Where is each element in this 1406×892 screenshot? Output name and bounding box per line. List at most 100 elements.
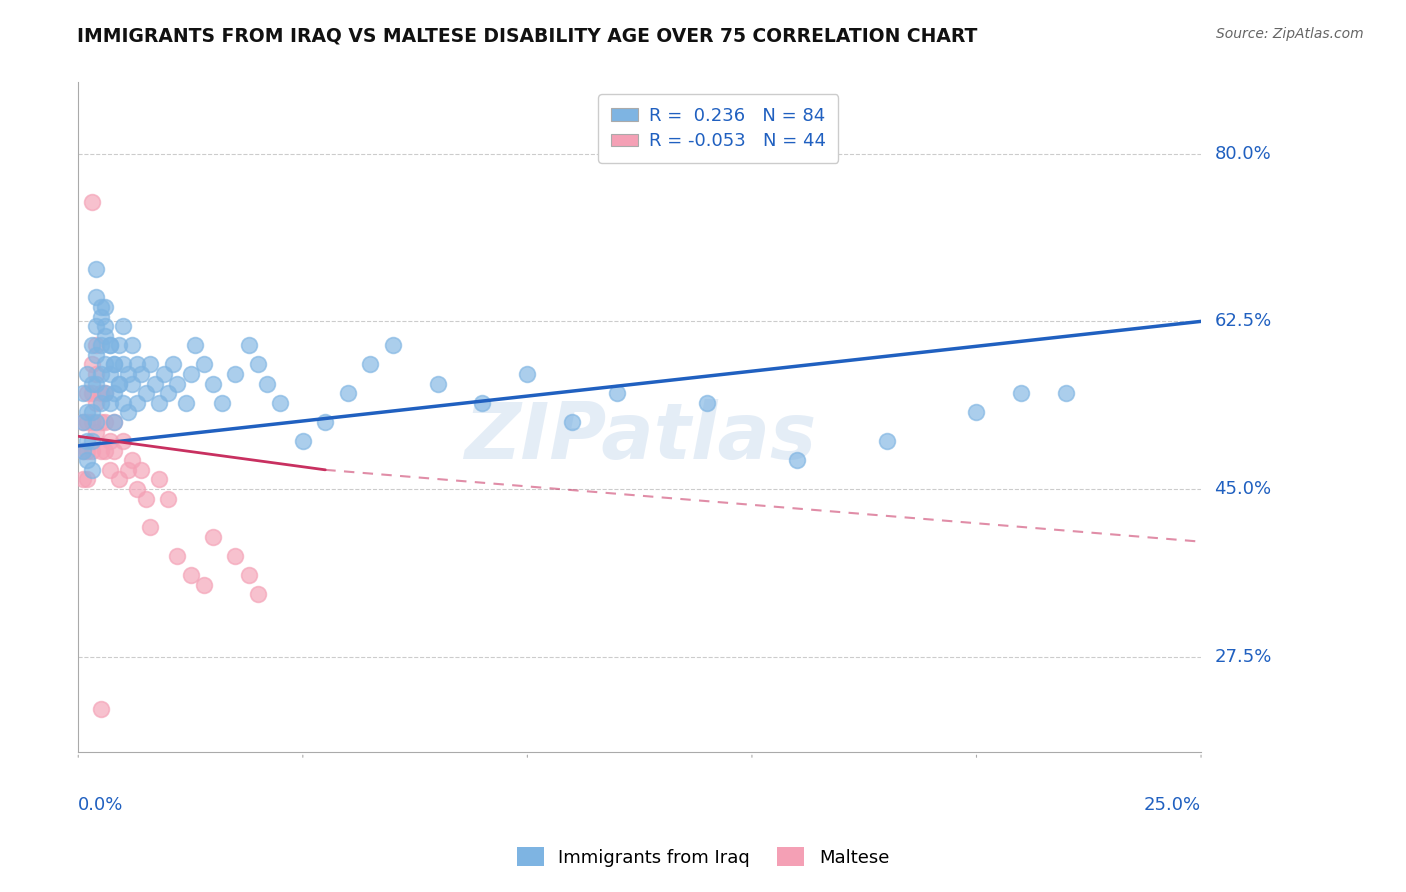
Point xyxy=(246,358,269,372)
Point xyxy=(117,405,139,419)
Point xyxy=(72,415,94,429)
Point xyxy=(80,463,103,477)
Point xyxy=(336,386,359,401)
Point xyxy=(112,396,135,410)
Point xyxy=(125,482,148,496)
Point xyxy=(129,463,152,477)
Point xyxy=(112,434,135,449)
Point xyxy=(696,396,718,410)
Point xyxy=(166,549,188,563)
Point xyxy=(80,194,103,209)
Point xyxy=(80,405,103,419)
Point xyxy=(269,396,291,410)
Point xyxy=(80,358,103,372)
Point xyxy=(139,520,162,534)
Point xyxy=(103,443,125,458)
Point xyxy=(966,405,988,419)
Point xyxy=(224,367,246,381)
Point xyxy=(135,386,157,401)
Point xyxy=(238,338,260,352)
Point xyxy=(98,338,121,352)
Point xyxy=(76,415,98,429)
Point xyxy=(139,358,162,372)
Point xyxy=(72,472,94,486)
Point xyxy=(174,396,197,410)
Text: Source: ZipAtlas.com: Source: ZipAtlas.com xyxy=(1216,27,1364,41)
Point xyxy=(381,338,404,352)
Point xyxy=(94,358,117,372)
Point xyxy=(152,367,174,381)
Point xyxy=(72,415,94,429)
Point xyxy=(90,702,112,716)
Point xyxy=(84,348,107,362)
Point xyxy=(148,472,170,486)
Point xyxy=(516,367,538,381)
Point xyxy=(129,367,152,381)
Text: 27.5%: 27.5% xyxy=(1215,648,1272,665)
Text: IMMIGRANTS FROM IRAQ VS MALTESE DISABILITY AGE OVER 75 CORRELATION CHART: IMMIGRANTS FROM IRAQ VS MALTESE DISABILI… xyxy=(77,27,977,45)
Point xyxy=(80,338,103,352)
Point xyxy=(76,367,98,381)
Point xyxy=(107,376,129,391)
Point xyxy=(125,358,148,372)
Point xyxy=(94,443,117,458)
Point xyxy=(107,376,129,391)
Point xyxy=(314,415,336,429)
Point xyxy=(94,328,117,343)
Point xyxy=(90,310,112,324)
Point xyxy=(135,491,157,506)
Point xyxy=(107,472,129,486)
Point xyxy=(76,443,98,458)
Point xyxy=(157,386,180,401)
Point xyxy=(76,453,98,467)
Point xyxy=(80,376,103,391)
Point xyxy=(84,367,107,381)
Point xyxy=(180,568,202,582)
Point xyxy=(193,358,215,372)
Point xyxy=(1054,386,1077,401)
Point xyxy=(98,338,121,352)
Point xyxy=(121,338,143,352)
Point xyxy=(211,396,233,410)
Point xyxy=(125,396,148,410)
Text: 0.0%: 0.0% xyxy=(79,796,124,814)
Point xyxy=(72,443,94,458)
Point xyxy=(98,463,121,477)
Point xyxy=(121,453,143,467)
Point xyxy=(103,358,125,372)
Point xyxy=(84,376,107,391)
Point xyxy=(224,549,246,563)
Point xyxy=(90,443,112,458)
Point xyxy=(786,453,808,467)
Point xyxy=(90,386,112,401)
Point xyxy=(84,338,107,352)
Point xyxy=(256,376,278,391)
Point xyxy=(84,396,107,410)
Point xyxy=(84,425,107,439)
Point xyxy=(84,319,107,334)
Point xyxy=(94,300,117,314)
Point xyxy=(112,319,135,334)
Point xyxy=(103,415,125,429)
Point xyxy=(117,463,139,477)
Point xyxy=(94,386,117,401)
Point xyxy=(471,396,494,410)
Point xyxy=(90,396,112,410)
Point xyxy=(90,415,112,429)
Point xyxy=(103,386,125,401)
Point xyxy=(94,386,117,401)
Point xyxy=(166,376,188,391)
Text: 25.0%: 25.0% xyxy=(1144,796,1201,814)
Point xyxy=(90,367,112,381)
Point xyxy=(148,396,170,410)
Point xyxy=(143,376,166,391)
Point xyxy=(238,568,260,582)
Point xyxy=(103,415,125,429)
Point xyxy=(184,338,207,352)
Point xyxy=(76,434,98,449)
Text: 62.5%: 62.5% xyxy=(1215,312,1272,330)
Point xyxy=(103,358,125,372)
Point xyxy=(84,261,107,276)
Point xyxy=(359,358,381,372)
Legend: R =  0.236   N = 84, R = -0.053   N = 44: R = 0.236 N = 84, R = -0.053 N = 44 xyxy=(598,95,838,162)
